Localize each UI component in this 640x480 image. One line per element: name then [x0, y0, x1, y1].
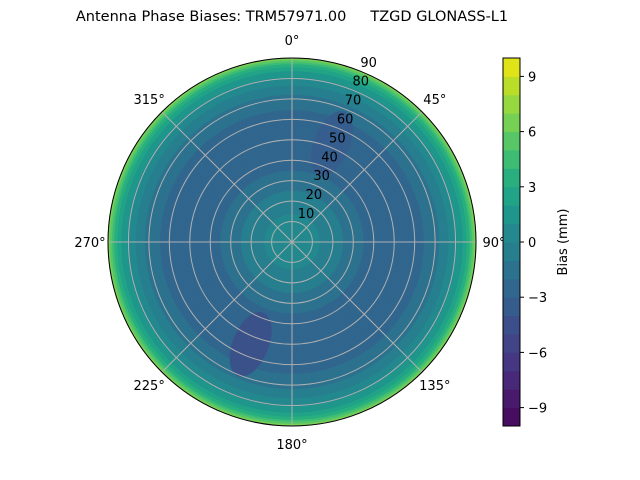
polar-frame: [107, 57, 477, 427]
angular-gridline: [161, 241, 293, 373]
angular-gridline: [291, 241, 423, 373]
colorbar-swatch: [503, 76, 520, 96]
radial-tick-label: 70: [345, 94, 362, 109]
title-station-signal: TZGD GLONASS-L1: [370, 9, 509, 25]
angular-gridline: [291, 111, 423, 243]
colorbar-swatch: [503, 113, 520, 133]
colorbar-tick-label: −6: [528, 346, 547, 361]
radial-tick-labels: 10 20 30 40 50 60 70 80 90: [298, 56, 377, 222]
colorbar-tick-label: −9: [528, 402, 547, 417]
colorbar-tick-label: 3: [528, 181, 536, 196]
colorbar-swatch: [503, 334, 520, 353]
colorbar-label: Bias (mm): [556, 209, 571, 276]
colorbar: 9 6 3 0 −3 −6 −9: [502, 57, 547, 427]
colorbar-swatch: [503, 260, 520, 280]
colorbar-swatch: [503, 352, 520, 372]
colorbar-tick-label: −3: [528, 291, 547, 306]
colorbar-swatch: [503, 131, 520, 151]
colorbar-swatch: [503, 242, 520, 261]
colorbar-swatch: [503, 168, 520, 188]
angular-tick-label: 270°: [74, 236, 105, 251]
radial-tick-label: 80: [353, 75, 370, 90]
colorbar-tick-label: 9: [528, 70, 536, 85]
colorbar-swatch: [503, 278, 520, 298]
radial-tick-label: 50: [329, 131, 346, 146]
colorbar-swatch: [503, 407, 520, 427]
chart-title: Antenna Phase Biases: TRM57971.00 TZGD GL…: [0, 9, 584, 25]
angular-tick-labels: 0° 45° 90° 135° 180° 225° 270° 315°: [74, 34, 505, 453]
radial-tick-label: 90: [360, 56, 377, 71]
colorbar-swatch: [503, 94, 520, 114]
polar-grid: [107, 57, 477, 427]
angular-tick-label: 315°: [134, 93, 165, 108]
colorbar-swatch: [503, 315, 520, 335]
radial-tick-label: 20: [306, 188, 323, 203]
contour-feature: [310, 111, 353, 176]
angular-gridline: [161, 111, 293, 243]
colorbar-swatch: [503, 58, 520, 77]
colorbar-swatch: [503, 186, 520, 206]
colorbar-tick-label: 0: [528, 236, 536, 251]
colorbar-swatch: [503, 223, 520, 243]
colorbar-swatch: [503, 150, 520, 169]
angular-tick-label: 90°: [482, 236, 505, 251]
angular-tick-label: 135°: [419, 379, 450, 394]
angular-tick-label: 45°: [423, 93, 446, 108]
colorbar-swatch: [503, 370, 520, 390]
colorbar-swatch: [503, 205, 520, 225]
radial-tick-label: 60: [337, 113, 354, 128]
colorbar-tick-label: 6: [528, 126, 536, 141]
title-antenna: Antenna Phase Biases: TRM57971.00: [75, 9, 347, 25]
colorbar-swatch: [503, 389, 520, 409]
angular-tick-label: 0°: [285, 34, 300, 49]
radial-tick-label: 30: [313, 169, 330, 184]
radial-tick-label: 10: [298, 207, 315, 222]
radial-tick-label: 40: [321, 150, 338, 165]
colorbar-swatch: [503, 297, 520, 317]
angular-tick-label: 225°: [134, 379, 165, 394]
angular-tick-label: 180°: [276, 438, 307, 453]
